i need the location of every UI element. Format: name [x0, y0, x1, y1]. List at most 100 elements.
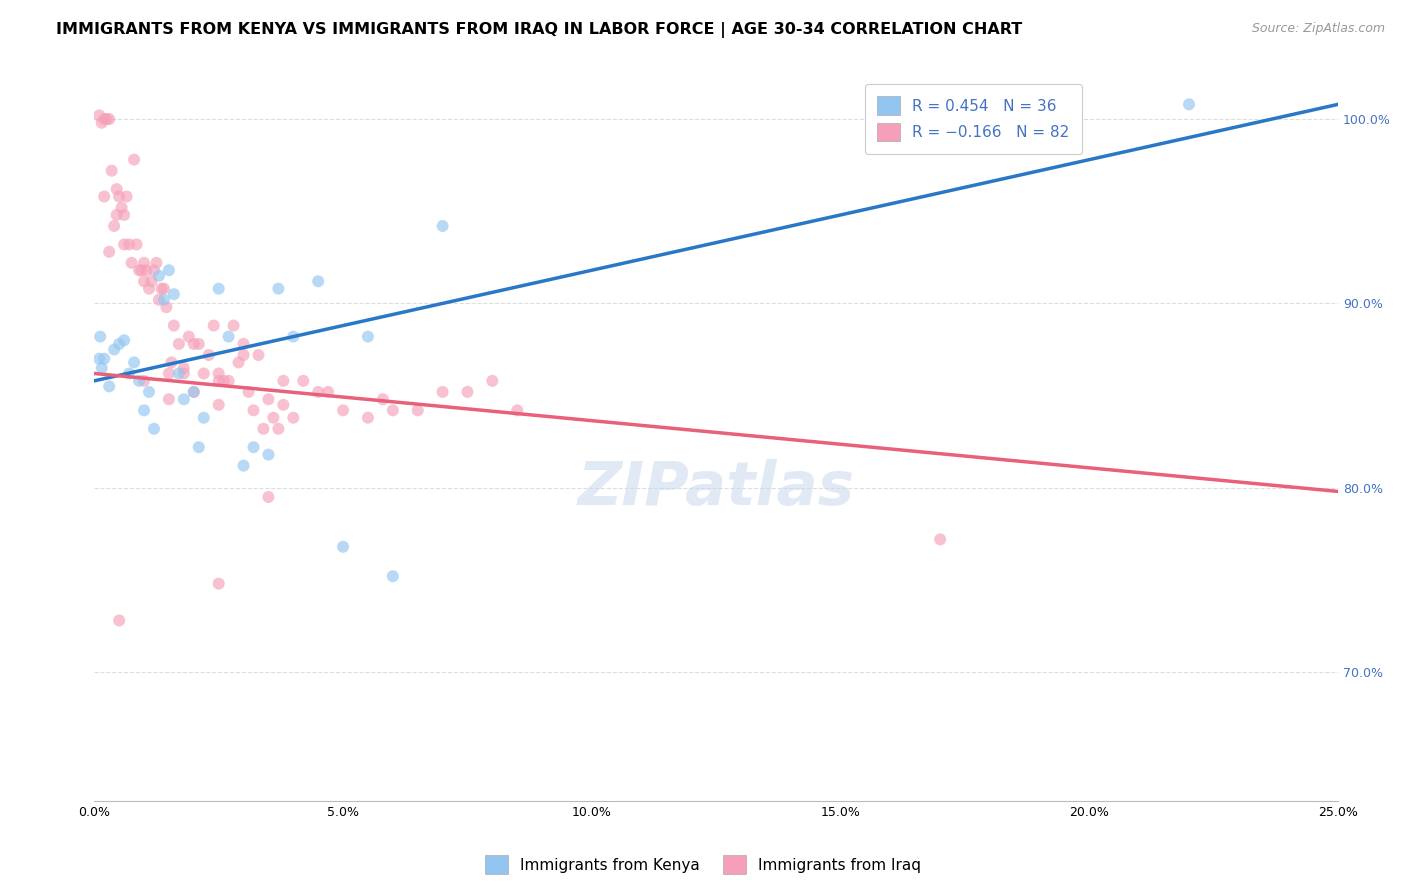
- Point: [138, 384, 160, 399]
- Text: Source: ZipAtlas.com: Source: ZipAtlas.com: [1251, 22, 1385, 36]
- Point: [96, 112, 118, 126]
- Point: [132, 403, 155, 417]
- Text: IMMIGRANTS FROM KENYA VS IMMIGRANTS FROM IRAQ IN LABOR FORCE | AGE 30-34 CORRELA: IMMIGRANTS FROM KENYA VS IMMIGRANTS FROM…: [56, 22, 1022, 38]
- Point: [183, 337, 205, 351]
- Point: [218, 374, 240, 388]
- Point: [118, 367, 141, 381]
- Point: [257, 448, 280, 462]
- Point: [132, 274, 155, 288]
- Point: [135, 263, 157, 277]
- Point: [111, 201, 134, 215]
- Point: [481, 374, 503, 388]
- Point: [242, 440, 264, 454]
- Point: [173, 392, 195, 407]
- Point: [212, 374, 235, 388]
- Point: [371, 392, 394, 407]
- Point: [316, 384, 339, 399]
- Point: [242, 403, 264, 417]
- Point: [232, 348, 254, 362]
- Point: [357, 329, 380, 343]
- Point: [98, 244, 121, 259]
- Legend: R = 0.454   N = 36, R = −0.166   N = 82: R = 0.454 N = 36, R = −0.166 N = 82: [865, 84, 1081, 153]
- Point: [90, 360, 112, 375]
- Point: [222, 318, 245, 333]
- Point: [132, 256, 155, 270]
- Point: [208, 367, 231, 381]
- Point: [456, 384, 478, 399]
- Point: [157, 263, 180, 277]
- Point: [208, 374, 231, 388]
- Point: [105, 182, 128, 196]
- Point: [163, 318, 186, 333]
- Point: [141, 274, 163, 288]
- Point: [103, 343, 125, 357]
- Point: [163, 287, 186, 301]
- Point: [506, 403, 529, 417]
- Point: [257, 392, 280, 407]
- Point: [187, 337, 209, 351]
- Point: [177, 329, 200, 343]
- Point: [112, 208, 135, 222]
- Point: [267, 282, 290, 296]
- Point: [193, 367, 215, 381]
- Point: [208, 398, 231, 412]
- Point: [100, 163, 122, 178]
- Point: [187, 440, 209, 454]
- Point: [247, 348, 270, 362]
- Point: [1178, 97, 1201, 112]
- Point: [157, 392, 180, 407]
- Point: [292, 374, 315, 388]
- Point: [132, 374, 155, 388]
- Point: [89, 351, 111, 366]
- Point: [283, 410, 305, 425]
- Point: [273, 374, 295, 388]
- Point: [108, 337, 131, 351]
- Point: [90, 116, 112, 130]
- Point: [252, 422, 274, 436]
- Point: [148, 268, 170, 283]
- Point: [232, 337, 254, 351]
- Point: [157, 367, 180, 381]
- Point: [122, 153, 145, 167]
- Point: [118, 237, 141, 252]
- Point: [283, 329, 305, 343]
- Point: [381, 403, 404, 417]
- Point: [208, 576, 231, 591]
- Point: [155, 300, 177, 314]
- Point: [238, 384, 260, 399]
- Point: [218, 329, 240, 343]
- Point: [167, 367, 190, 381]
- Point: [183, 384, 205, 399]
- Point: [108, 189, 131, 203]
- Point: [167, 337, 190, 351]
- Point: [153, 282, 176, 296]
- Point: [121, 256, 143, 270]
- Point: [267, 422, 290, 436]
- Point: [173, 360, 195, 375]
- Point: [153, 293, 176, 307]
- Point: [193, 410, 215, 425]
- Point: [93, 189, 115, 203]
- Point: [125, 237, 148, 252]
- Point: [128, 374, 150, 388]
- Point: [115, 189, 138, 203]
- Point: [332, 540, 354, 554]
- Point: [273, 398, 295, 412]
- Point: [197, 348, 219, 362]
- Point: [98, 112, 121, 126]
- Point: [307, 274, 329, 288]
- Point: [122, 355, 145, 369]
- Point: [432, 384, 454, 399]
- Point: [202, 318, 225, 333]
- Point: [381, 569, 404, 583]
- Point: [128, 263, 150, 277]
- Legend: Immigrants from Kenya, Immigrants from Iraq: Immigrants from Kenya, Immigrants from I…: [479, 849, 927, 880]
- Point: [103, 219, 125, 233]
- Point: [93, 112, 115, 126]
- Point: [406, 403, 429, 417]
- Point: [93, 351, 115, 366]
- Point: [232, 458, 254, 473]
- Point: [148, 293, 170, 307]
- Point: [89, 108, 111, 122]
- Point: [432, 219, 454, 233]
